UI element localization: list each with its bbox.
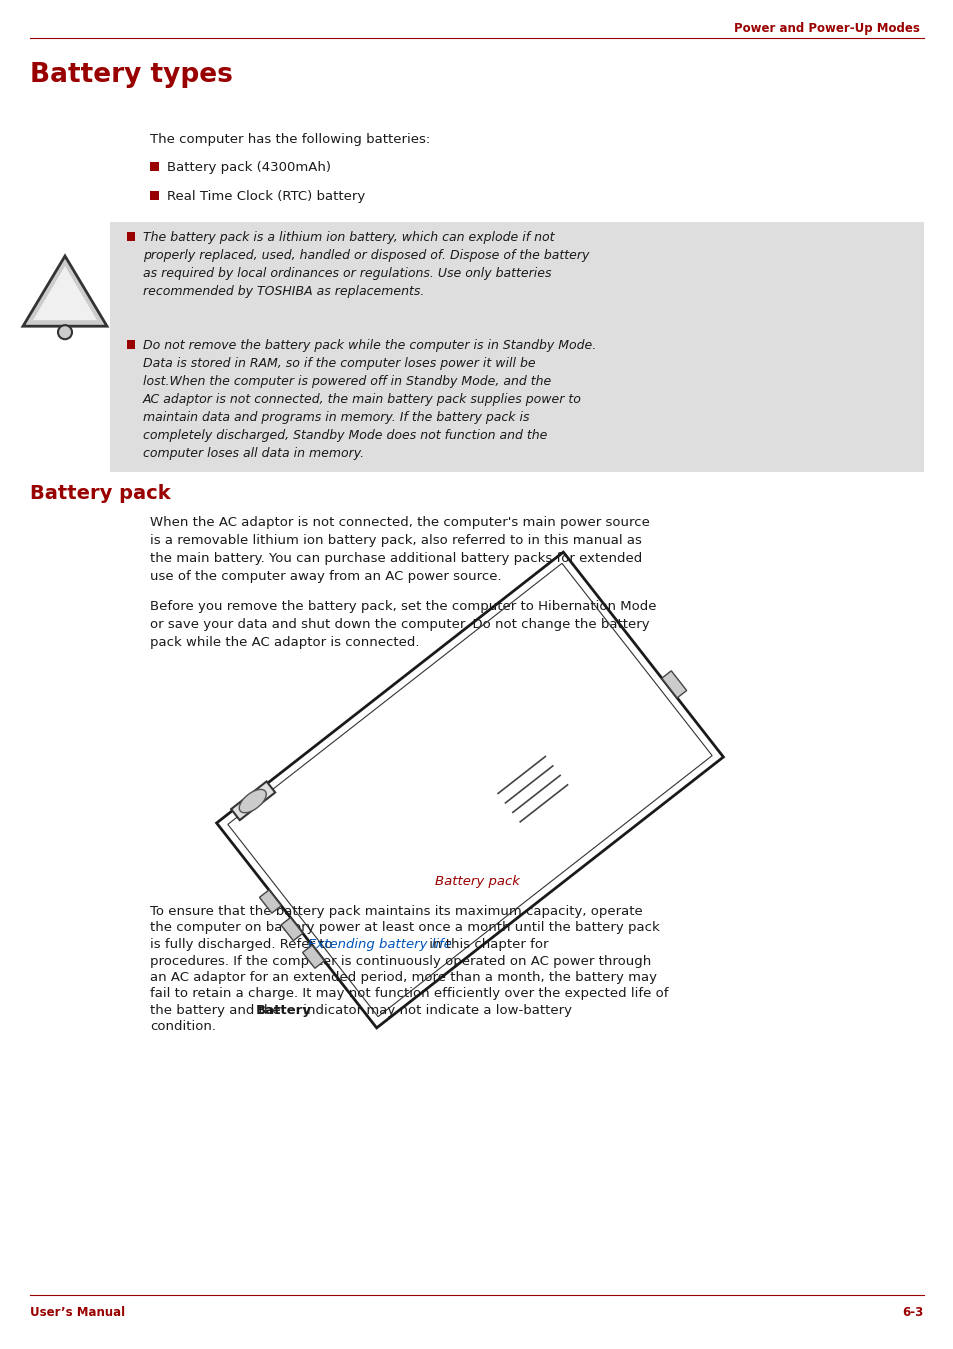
Text: Battery pack (4300mAh): Battery pack (4300mAh) bbox=[167, 161, 331, 174]
Text: is fully discharged. Refer to: is fully discharged. Refer to bbox=[150, 938, 336, 951]
Polygon shape bbox=[661, 670, 686, 697]
Text: Power and Power-Up Modes: Power and Power-Up Modes bbox=[734, 22, 919, 35]
Polygon shape bbox=[23, 256, 107, 326]
Polygon shape bbox=[281, 917, 302, 940]
Text: When the AC adaptor is not connected, the computer's main power source
is a remo: When the AC adaptor is not connected, th… bbox=[150, 517, 649, 583]
Circle shape bbox=[58, 325, 71, 339]
Text: an AC adaptor for an extended period, more than a month, the battery may: an AC adaptor for an extended period, mo… bbox=[150, 971, 657, 983]
Text: Do not remove the battery pack while the computer is in Standby Mode.
Data is st: Do not remove the battery pack while the… bbox=[143, 339, 596, 460]
Bar bbox=[150, 192, 159, 200]
Text: User’s Manual: User’s Manual bbox=[30, 1306, 125, 1319]
Text: The computer has the following batteries:: The computer has the following batteries… bbox=[150, 134, 430, 146]
Polygon shape bbox=[259, 890, 281, 913]
Text: Battery: Battery bbox=[255, 1004, 311, 1017]
Text: Battery pack: Battery pack bbox=[30, 484, 171, 503]
Polygon shape bbox=[302, 946, 324, 969]
Text: Real Time Clock (RTC) battery: Real Time Clock (RTC) battery bbox=[167, 190, 365, 202]
Text: Before you remove the battery pack, set the computer to Hibernation Mode
or save: Before you remove the battery pack, set … bbox=[150, 600, 656, 649]
Text: the battery and the: the battery and the bbox=[150, 1004, 285, 1017]
Text: fail to retain a charge. It may not function efficiently over the expected life : fail to retain a charge. It may not func… bbox=[150, 987, 668, 1001]
Polygon shape bbox=[231, 781, 274, 820]
Polygon shape bbox=[33, 266, 97, 320]
Bar bbox=[127, 232, 135, 241]
Text: procedures. If the computer is continuously operated on AC power through: procedures. If the computer is continuou… bbox=[150, 955, 651, 967]
Polygon shape bbox=[216, 552, 722, 1028]
Bar bbox=[127, 340, 135, 349]
Text: Battery pack: Battery pack bbox=[435, 876, 518, 888]
Text: 6-3: 6-3 bbox=[902, 1306, 923, 1319]
Text: the computer on battery power at least once a month until the battery pack: the computer on battery power at least o… bbox=[150, 921, 659, 935]
Text: To ensure that the battery pack maintains its maximum capacity, operate: To ensure that the battery pack maintain… bbox=[150, 905, 642, 919]
Bar bbox=[110, 223, 923, 472]
Text: in this chapter for: in this chapter for bbox=[424, 938, 547, 951]
Text: Extending battery life: Extending battery life bbox=[308, 938, 452, 951]
Text: The battery pack is a lithium ion battery, which can explode if not
properly rep: The battery pack is a lithium ion batter… bbox=[143, 231, 589, 298]
Text: indicator may not indicate a low-battery: indicator may not indicate a low-battery bbox=[298, 1004, 572, 1017]
Bar bbox=[150, 162, 159, 171]
Text: Battery types: Battery types bbox=[30, 62, 233, 88]
Text: !: ! bbox=[59, 301, 71, 325]
Polygon shape bbox=[239, 789, 266, 813]
Text: condition.: condition. bbox=[150, 1020, 215, 1033]
